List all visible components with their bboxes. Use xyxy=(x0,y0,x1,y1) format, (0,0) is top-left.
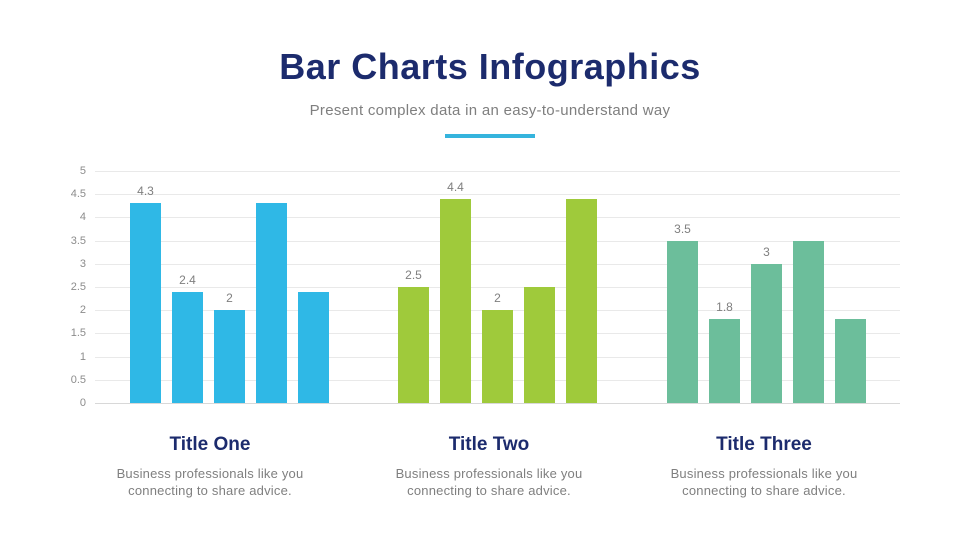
bar: 2.5 xyxy=(398,268,429,403)
gridline xyxy=(95,403,900,404)
y-axis-tick-label: 4 xyxy=(79,211,86,224)
page-subtitle: Present complex data in an easy-to-under… xyxy=(309,102,671,119)
section-description: Business professionals like you connecti… xyxy=(395,466,583,498)
gridline xyxy=(95,217,900,219)
section-two: Title Two Business professionals like yo… xyxy=(364,434,614,500)
gridline xyxy=(95,287,900,288)
y-axis-tick-label: 1 xyxy=(79,350,86,363)
bar: 1.8 xyxy=(709,300,740,403)
title-underline-accent xyxy=(445,134,535,138)
bar: 3.5 xyxy=(667,222,698,403)
y-axis-tick-label: 0.5 xyxy=(70,373,86,386)
bar-value-label: 1.8 xyxy=(716,300,733,315)
bar-value-label: 2.5 xyxy=(405,268,422,282)
section-description: Business professionals like you connecti… xyxy=(670,466,858,498)
bar: 4.3 xyxy=(130,184,161,403)
y-axis-tick-label: 2.5 xyxy=(70,281,86,293)
gridline xyxy=(95,240,900,242)
bar-group-3: 3.5 1.8 3 xyxy=(667,222,866,403)
section-one: Title One Business professionals like yo… xyxy=(85,434,335,500)
page-title: Bar Charts Infographics xyxy=(279,46,701,87)
y-axis-tick-label: 5 xyxy=(79,165,86,177)
section-three: Title Three Business professionals like … xyxy=(639,434,889,500)
bar xyxy=(835,319,866,403)
bar: 2.4 xyxy=(172,273,203,403)
y-axis-tick-label: 0 xyxy=(79,397,86,409)
y-axis-tick-label: 3.5 xyxy=(70,234,86,247)
bar-value-label: 4.3 xyxy=(137,184,154,199)
bar-value-label: 4.4 xyxy=(447,179,464,194)
bar xyxy=(298,291,329,403)
bar-group-2: 2.5 4.4 2 xyxy=(398,180,597,403)
bar-value-label: 3 xyxy=(763,244,770,259)
bar: 4.4 xyxy=(440,180,471,403)
bar-chart-plot: 0 0.5 1 1.5 2 2.5 3 3.5 4 4.5 5 4.3 2.4 2 2.5 4.4 2 3.5 1.… xyxy=(71,165,900,409)
bar: 2 xyxy=(214,291,245,403)
bar: 3 xyxy=(751,245,782,403)
bar-value-label: 3.5 xyxy=(674,221,691,236)
section-title: Title Three xyxy=(716,434,812,455)
y-axis-tick-label: 3 xyxy=(79,257,86,270)
gridline xyxy=(95,194,900,196)
bar-value-label: 2 xyxy=(494,291,501,306)
bar-group-1: 4.3 2.4 2 xyxy=(130,184,329,403)
gridline xyxy=(95,263,900,265)
gridline xyxy=(95,171,900,172)
section-title: Title One xyxy=(169,434,251,455)
bar xyxy=(793,240,824,403)
bar-value-label: 2.4 xyxy=(179,272,196,287)
bar-value-label: 2 xyxy=(226,291,233,306)
y-axis-tick-label: 2 xyxy=(79,304,86,317)
y-axis-tick-label: 1.5 xyxy=(70,327,86,340)
bar xyxy=(566,198,597,403)
section-description: Business professionals like you connecti… xyxy=(116,466,304,498)
bar xyxy=(524,287,555,403)
section-title: Title Two xyxy=(448,434,530,455)
bar: 2 xyxy=(482,291,513,403)
header: Bar Charts Infographics Present complex … xyxy=(0,46,980,138)
bar xyxy=(256,203,287,403)
y-axis-tick-label: 4.5 xyxy=(70,188,86,201)
